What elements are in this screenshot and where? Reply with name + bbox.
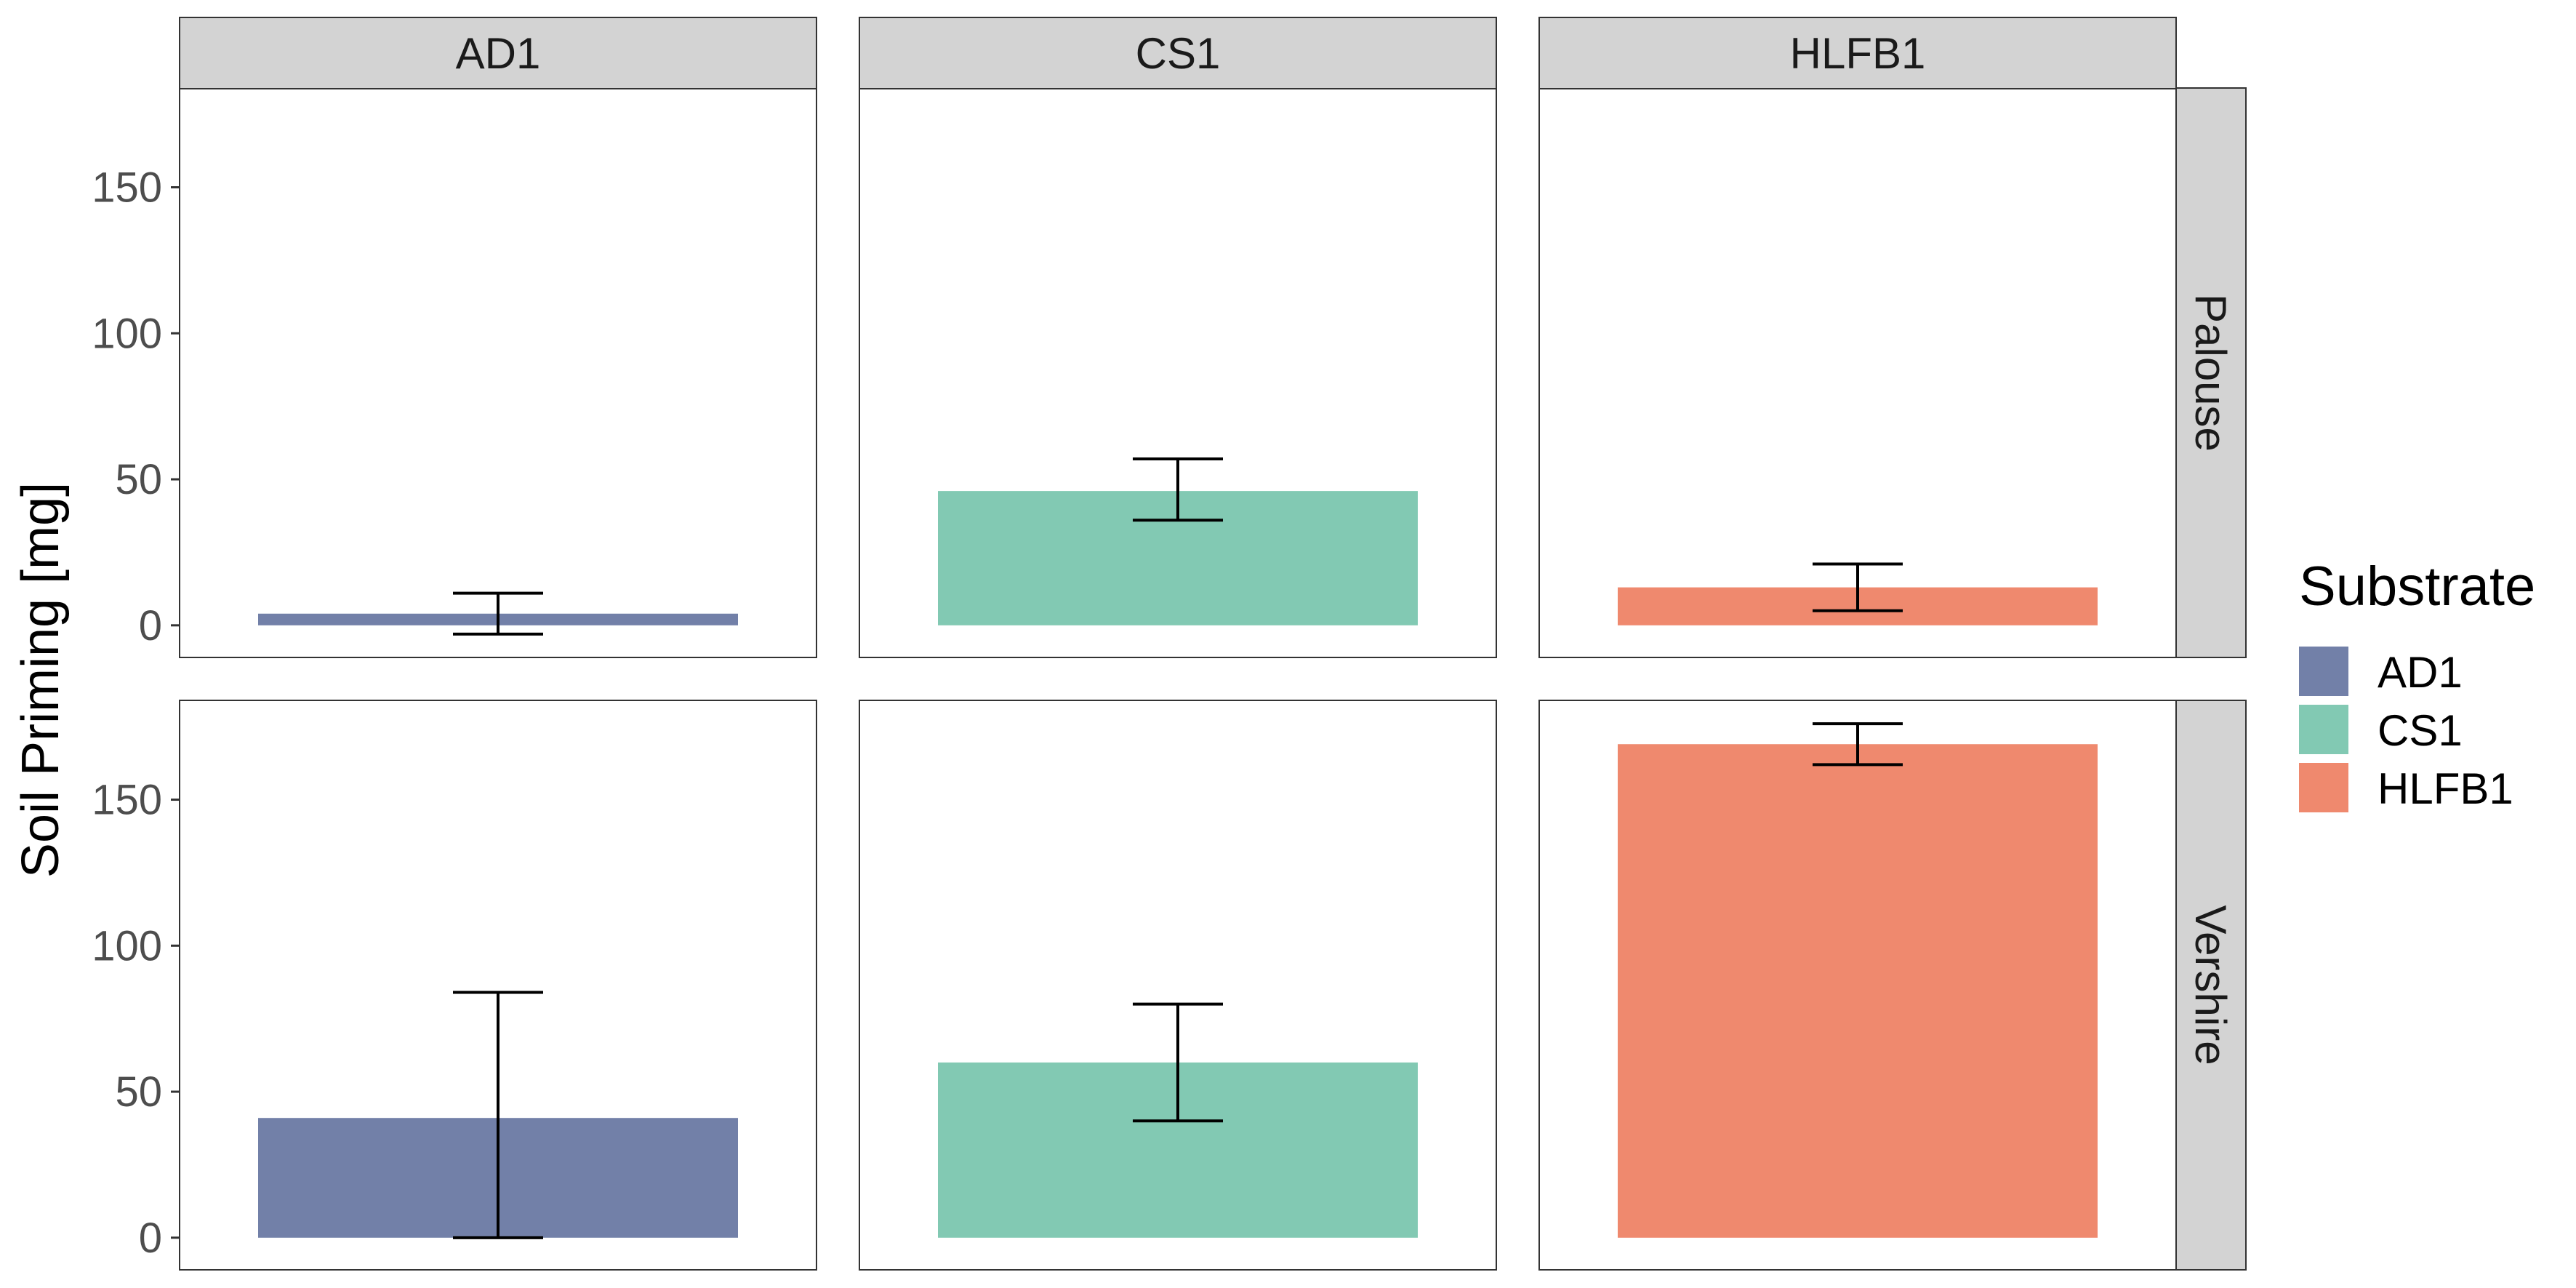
facet-panel	[1538, 700, 2177, 1271]
y-tick-label: 0	[139, 602, 162, 649]
row-strip-label: Palouse	[2186, 294, 2235, 452]
column-strip	[179, 17, 817, 89]
y-tick-label: 150	[92, 164, 162, 212]
column-strip	[1538, 17, 2177, 89]
legend-key	[2299, 705, 2348, 754]
facet-panel	[179, 700, 817, 1271]
panel-border	[179, 700, 817, 1271]
facet-panel	[1538, 87, 2177, 658]
y-tick-label: 0	[139, 1215, 162, 1262]
column-strip-label: HLFB1	[1790, 29, 1926, 78]
legend-title: Substrate	[2299, 556, 2535, 617]
panel-border	[1538, 700, 2177, 1271]
column-strip-label: AD1	[456, 29, 541, 78]
facet-panel	[859, 87, 1497, 658]
y-axis-title: Soil Priming [mg]	[12, 482, 70, 878]
legend-label: CS1	[2378, 706, 2463, 755]
row-strip	[2175, 700, 2247, 1271]
facet-panel	[859, 700, 1497, 1271]
y-tick-label: 100	[92, 922, 162, 969]
panel-border	[179, 87, 817, 658]
panel-border	[859, 700, 1497, 1271]
column-strip	[859, 17, 1497, 89]
row-strip	[2175, 87, 2247, 658]
y-tick-label: 100	[92, 310, 162, 357]
y-tick-label: 50	[115, 1068, 162, 1116]
legend-label: HLFB1	[2378, 764, 2513, 813]
y-tick-label: 50	[115, 456, 162, 503]
row-strip-label: Vershire	[2186, 905, 2235, 1065]
y-tick-label: 150	[92, 777, 162, 824]
legend-key	[2299, 647, 2348, 696]
legend-label: AD1	[2378, 648, 2463, 697]
facet-grid: 0 50 100 150 Palouse AD1 CS1 HLFB1 0 50 100 150 Vers…	[92, 17, 2247, 1271]
legend: Substrate AD1 CS1 HLFB1	[2299, 556, 2535, 813]
legend-key	[2299, 763, 2348, 812]
facet-panel	[179, 87, 817, 658]
column-strip-label: CS1	[1136, 29, 1221, 78]
bar	[1618, 744, 2098, 1238]
